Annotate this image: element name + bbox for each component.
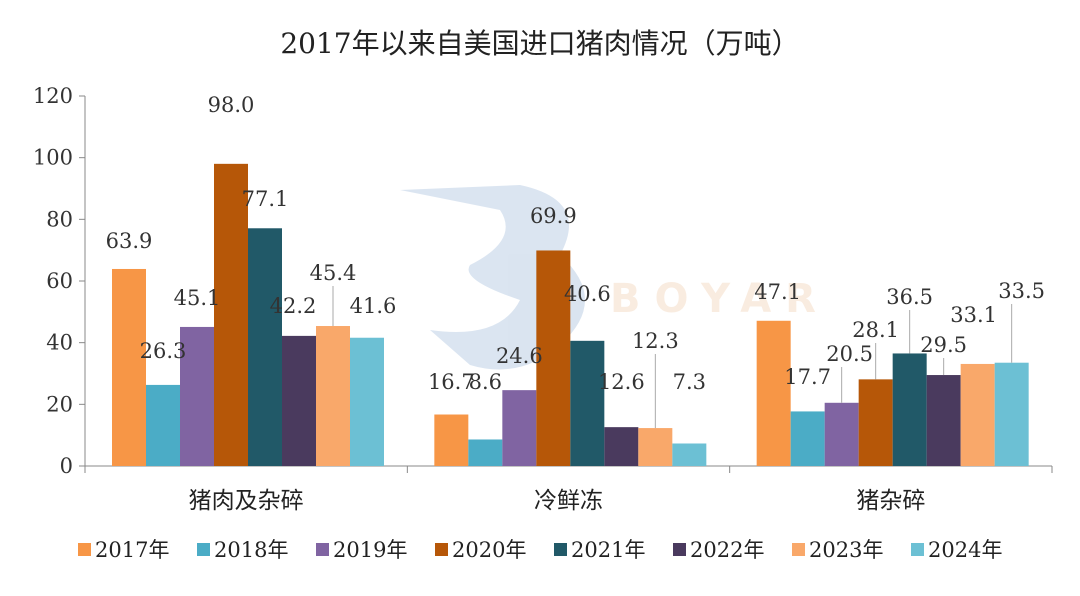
y-tick-label: 40 xyxy=(46,331,73,355)
watermark-text: BOYAR xyxy=(610,276,830,322)
bar xyxy=(570,340,605,466)
y-tick-label: 100 xyxy=(33,146,73,170)
chart-title: 2017年以来自美国进口猪肉情况（万吨） xyxy=(280,27,799,60)
data-label: 17.7 xyxy=(784,365,831,389)
bar xyxy=(858,379,893,466)
data-labels: 63.9 16.7 47.1 26.3 8.6 17.7 45.1 24.6 20.5 98.0 6… xyxy=(106,93,1045,429)
y-tick-label: 80 xyxy=(46,207,73,231)
x-category-label: 猪杂碎 xyxy=(856,488,925,514)
legend-label: 2020年 xyxy=(452,538,526,562)
legend-label: 2024年 xyxy=(928,538,1002,562)
data-label: 40.6 xyxy=(564,282,611,306)
data-label: 16.7 xyxy=(428,370,475,394)
data-label: 26.3 xyxy=(140,339,187,363)
y-tick-label: 120 xyxy=(33,84,73,108)
legend-swatch xyxy=(792,543,805,556)
bar xyxy=(146,384,180,466)
bar xyxy=(960,363,995,466)
legend-label: 2019年 xyxy=(333,538,407,562)
bar xyxy=(672,443,707,466)
x-axis: 猪肉及杂碎 冷鲜冻 猪杂碎 xyxy=(84,465,1053,514)
bar xyxy=(638,428,673,466)
y-tick-label: 0 xyxy=(60,454,73,478)
bar xyxy=(282,335,316,466)
bar xyxy=(350,337,384,466)
bar xyxy=(468,439,503,466)
x-category-label: 猪肉及杂碎 xyxy=(189,488,304,514)
data-label: 29.5 xyxy=(920,333,967,357)
bar xyxy=(112,268,146,466)
data-label: 12.6 xyxy=(598,370,645,394)
legend-swatch xyxy=(78,543,91,556)
bar xyxy=(756,320,791,466)
data-label: 24.6 xyxy=(496,344,543,368)
data-label: 28.1 xyxy=(852,318,899,342)
legend-swatch xyxy=(435,543,448,556)
data-label: 33.5 xyxy=(998,279,1045,303)
data-label: 42.2 xyxy=(270,294,317,318)
bar xyxy=(248,228,282,466)
data-label: 63.9 xyxy=(106,229,153,253)
legend-swatch xyxy=(911,543,924,556)
legend-label: 2017年 xyxy=(95,538,169,562)
bar xyxy=(502,390,537,466)
bar xyxy=(214,163,248,467)
y-tick-label: 20 xyxy=(46,392,73,416)
x-category-label: 冷鲜冻 xyxy=(534,488,603,514)
legend-label: 2022年 xyxy=(690,538,764,562)
bar xyxy=(536,250,571,466)
bar xyxy=(180,326,214,466)
bar xyxy=(316,326,350,466)
data-label: 45.1 xyxy=(174,286,221,310)
data-label: 33.1 xyxy=(950,303,997,327)
legend-swatch xyxy=(673,543,686,556)
data-label: 41.6 xyxy=(350,294,397,318)
bar xyxy=(434,414,469,466)
legend-label: 2023年 xyxy=(809,538,883,562)
data-label: 7.3 xyxy=(673,370,706,394)
bar xyxy=(892,353,927,466)
data-label: 8.6 xyxy=(469,370,502,394)
data-label: 98.0 xyxy=(208,93,255,117)
bar xyxy=(926,375,961,466)
data-label: 69.9 xyxy=(530,204,577,228)
legend-swatch xyxy=(197,543,210,556)
legend-swatch xyxy=(554,543,567,556)
y-axis: 0 20 40 60 80 100 120 xyxy=(33,84,86,478)
bar xyxy=(824,402,859,466)
legend-label: 2018年 xyxy=(214,538,288,562)
data-label: 20.5 xyxy=(826,342,873,366)
bar xyxy=(994,362,1029,466)
data-label: 12.3 xyxy=(632,329,679,353)
data-label: 77.1 xyxy=(242,187,289,211)
y-tick-label: 60 xyxy=(46,269,73,293)
legend: 2017年 2018年 2019年 2020年 2021年 2022年 2023年 2024年 xyxy=(78,538,1002,562)
legend-label: 2021年 xyxy=(571,538,645,562)
bar xyxy=(790,411,825,466)
data-label: 36.5 xyxy=(886,285,933,309)
data-label: 45.4 xyxy=(310,261,357,285)
data-label: 47.1 xyxy=(754,280,801,304)
bar xyxy=(604,427,639,466)
bars xyxy=(112,163,1029,467)
legend-swatch xyxy=(316,543,329,556)
